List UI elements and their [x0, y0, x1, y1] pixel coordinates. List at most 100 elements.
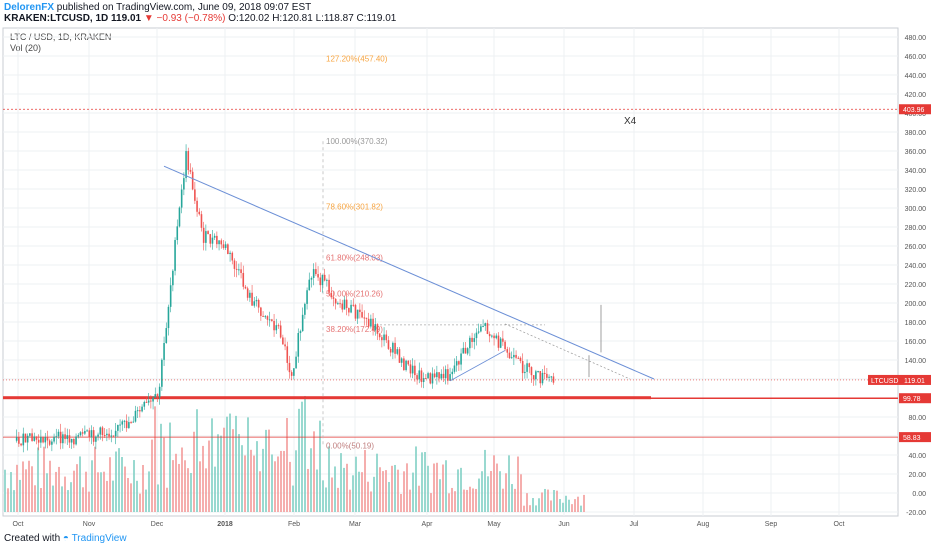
candle-body — [530, 367, 533, 376]
candle-body — [84, 431, 86, 434]
volume-bar — [310, 448, 312, 512]
y-tick-label: 320.00 — [905, 187, 927, 194]
volume-bar — [262, 448, 264, 512]
volume-bar — [352, 475, 354, 512]
candle-body — [409, 364, 412, 374]
volume-bar — [406, 463, 408, 512]
y-tick-label: 460.00 — [905, 54, 927, 61]
candle-body — [394, 342, 396, 354]
candle-body — [337, 303, 339, 305]
volume-bar — [259, 471, 261, 512]
volume-bar — [169, 422, 171, 512]
candle-body — [308, 279, 311, 291]
candle-body — [359, 309, 361, 313]
candle-body — [161, 359, 163, 387]
volume-bar — [196, 409, 198, 512]
volume-bar — [157, 484, 159, 512]
candle-body — [370, 318, 372, 327]
candle-body — [238, 269, 240, 271]
candle-body — [143, 401, 146, 407]
candle-body — [29, 433, 31, 436]
y-tick-label: 240.00 — [905, 263, 927, 270]
volume-bar — [391, 465, 393, 512]
ohlc-values: O:120.02 H:120.81 L:118.87 C:119.01 — [228, 13, 397, 24]
candle-body — [24, 433, 27, 443]
volume-bar — [91, 460, 93, 512]
fib-level-label: 127.20%(457.40) — [326, 54, 388, 63]
volume-bar — [31, 466, 33, 512]
candle-body — [367, 318, 370, 327]
volume-bar — [163, 437, 165, 512]
volume-bar — [514, 488, 516, 512]
volume-bar — [40, 488, 42, 512]
candle-body — [447, 369, 449, 381]
candle-body — [488, 333, 491, 337]
volume-bar — [100, 472, 102, 512]
candle-body — [455, 361, 458, 366]
author-name[interactable]: DelorenFX — [4, 2, 55, 13]
volume-bar — [103, 471, 105, 512]
volume-bar — [22, 461, 24, 512]
candle-body — [403, 358, 405, 371]
volume-bar — [496, 463, 498, 512]
candle-body — [53, 436, 55, 442]
volume-bar — [346, 463, 348, 512]
volume-bar — [187, 468, 189, 512]
volume-bar — [256, 441, 258, 512]
candle-body — [136, 410, 139, 412]
level-price-label: 58.83 — [903, 435, 921, 442]
candle-body — [517, 357, 520, 359]
volume-bar — [409, 489, 411, 512]
candle-body — [70, 438, 73, 443]
candle-body — [264, 316, 267, 318]
x-tick-label: Oct — [13, 521, 24, 528]
x-tick-label: Oct — [834, 521, 845, 528]
candle-body — [178, 207, 181, 227]
candle-body — [466, 348, 469, 354]
volume-bar — [301, 401, 303, 512]
y-tick-label: 480.00 — [905, 35, 927, 42]
candle-body — [132, 421, 135, 423]
candle-body — [502, 338, 504, 342]
candle-body — [312, 269, 315, 278]
candle-body — [55, 436, 58, 438]
volume-bar — [289, 461, 291, 512]
volume-bar — [151, 439, 153, 512]
volume-bar — [538, 498, 540, 512]
volume-bar — [265, 429, 267, 512]
volume-bar — [415, 446, 417, 512]
candle-body — [51, 441, 53, 445]
candle-body — [213, 235, 216, 238]
volume-bar — [118, 448, 120, 512]
candle-body — [194, 189, 196, 201]
candle-body — [438, 372, 440, 379]
candle-body — [229, 252, 231, 255]
volume-bar — [250, 449, 252, 512]
volume-bar — [403, 471, 405, 512]
volume-bar — [16, 464, 18, 512]
candle-body — [279, 325, 282, 338]
volume-bar — [559, 499, 561, 512]
volume-bar — [199, 461, 201, 512]
volume-bar — [304, 395, 306, 512]
candle-body — [310, 277, 313, 280]
volume-bar — [25, 469, 27, 512]
volume-bar — [526, 493, 528, 512]
candle-body — [552, 376, 555, 383]
candle-body — [246, 288, 249, 298]
volume-bar — [67, 490, 69, 512]
volume-bar — [277, 456, 279, 512]
volume-bar — [478, 478, 480, 512]
volume-bar — [244, 455, 246, 512]
candle-body — [176, 226, 179, 241]
candle-body — [180, 189, 183, 208]
volume-bar — [178, 463, 180, 512]
volume-bar — [88, 491, 90, 512]
volume-bar — [379, 467, 381, 512]
volume-bar — [523, 505, 525, 512]
tradingview-logo[interactable]: ◓ TradingView — [62, 533, 127, 544]
current-price-tag — [868, 374, 931, 385]
candle-body — [290, 372, 293, 376]
volume-bar — [424, 452, 426, 512]
